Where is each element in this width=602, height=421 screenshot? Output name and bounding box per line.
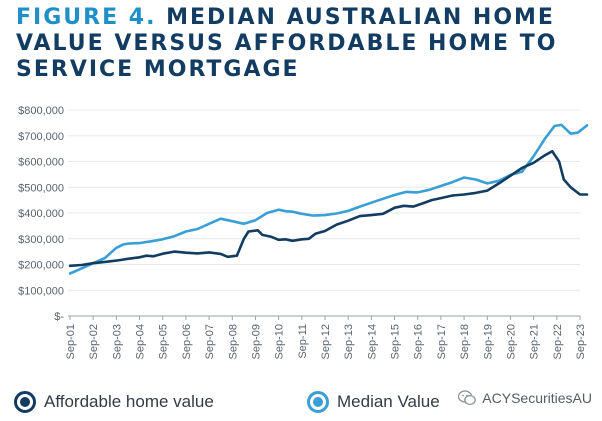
chart-title: FIGURE 4. MEDIAN AUSTRALIAN HOME VALUE V… xyxy=(16,5,596,83)
x-tick-label: Sep-11 xyxy=(297,324,309,359)
x-tick-label: Sep-15 xyxy=(390,324,402,359)
x-tick-label: Sep-14 xyxy=(366,324,378,359)
watermark: ACYSecuritiesAU xyxy=(458,390,592,406)
legend-item-affordable: Affordable home value xyxy=(14,388,214,416)
x-tick-label: Sep-02 xyxy=(88,324,100,359)
y-tick-label: $400,000 xyxy=(18,208,64,220)
y-tick-label: $100,000 xyxy=(18,285,64,297)
watermark-text: ACYSecuritiesAU xyxy=(482,390,592,406)
x-tick-label: Sep-01 xyxy=(65,324,77,359)
x-tick-label: Sep-05 xyxy=(158,324,170,359)
x-tick-label: Sep-22 xyxy=(552,324,564,359)
x-axis: Sep-01 Sep-02 Sep-03 Sep-04 Sep-05 Sep-06 Sep-… xyxy=(65,316,587,359)
x-tick-label: Sep-19 xyxy=(482,324,494,359)
ring-dot-icon xyxy=(14,391,36,413)
x-tick-label: Sep-07 xyxy=(204,324,216,359)
x-tick-label: Sep-18 xyxy=(459,324,471,359)
line-chart: $- $100,000 $200,000 $300,000 $400,000 $500,0… xyxy=(18,105,589,359)
y-tick-label: $200,000 xyxy=(18,260,64,272)
legend-item-median: Median Value xyxy=(307,388,440,416)
y-axis: $- $100,000 $200,000 $300,000 $400,000 $500,0… xyxy=(18,105,64,323)
x-tick-label: Sep-06 xyxy=(181,324,193,359)
grid-lines xyxy=(68,109,580,317)
series-lines xyxy=(68,123,589,275)
x-tick-label: Sep-17 xyxy=(436,324,448,359)
x-tick-label: Sep-08 xyxy=(227,324,239,359)
legend-label: Median Value xyxy=(337,392,440,411)
x-tick-label: Sep-16 xyxy=(413,324,425,359)
x-tick-label: Sep-20 xyxy=(505,324,517,359)
y-tick-label: $600,000 xyxy=(18,157,64,169)
x-tick-label: Sep-10 xyxy=(274,324,286,359)
x-tick-label: Sep-13 xyxy=(343,324,355,359)
y-tick-label: $- xyxy=(54,311,64,323)
x-tick-label: Sep-03 xyxy=(111,324,123,359)
title-text: MEDIAN AUSTRALIAN HOME VALUE VERSUS AFFO… xyxy=(16,5,558,82)
series-line-median xyxy=(68,123,589,275)
x-tick-label: Sep-12 xyxy=(320,324,332,359)
wechat-icon xyxy=(458,390,477,406)
x-tick-label: Sep-21 xyxy=(529,324,541,359)
y-tick-label: $300,000 xyxy=(18,234,64,246)
x-tick-label: Sep-09 xyxy=(250,324,262,359)
y-tick-label: $700,000 xyxy=(18,131,64,143)
y-tick-label: $500,000 xyxy=(18,182,64,194)
y-tick-label: $800,000 xyxy=(18,105,64,117)
legend-label: Affordable home value xyxy=(44,392,214,411)
ring-dot-icon xyxy=(307,391,329,413)
x-tick-label: Sep-23 xyxy=(575,324,587,359)
x-tick-label: Sep-04 xyxy=(135,324,147,359)
series-line-affordable xyxy=(68,149,589,268)
figure-number: FIGURE 4. xyxy=(16,5,157,30)
